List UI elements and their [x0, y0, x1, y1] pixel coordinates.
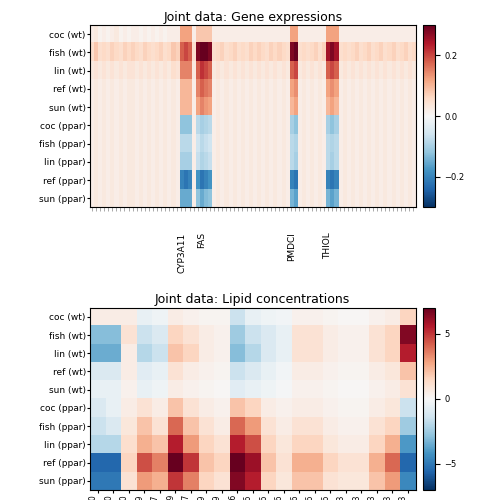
Title: Joint data: Gene expressions: Joint data: Gene expressions: [163, 11, 342, 24]
Title: Joint data: Lipid concentrations: Joint data: Lipid concentrations: [155, 294, 350, 306]
Text: FAS: FAS: [198, 232, 206, 248]
Text: CYP3A11: CYP3A11: [177, 232, 186, 272]
Text: PMDCI: PMDCI: [287, 232, 296, 261]
Text: THIOL: THIOL: [324, 232, 332, 259]
